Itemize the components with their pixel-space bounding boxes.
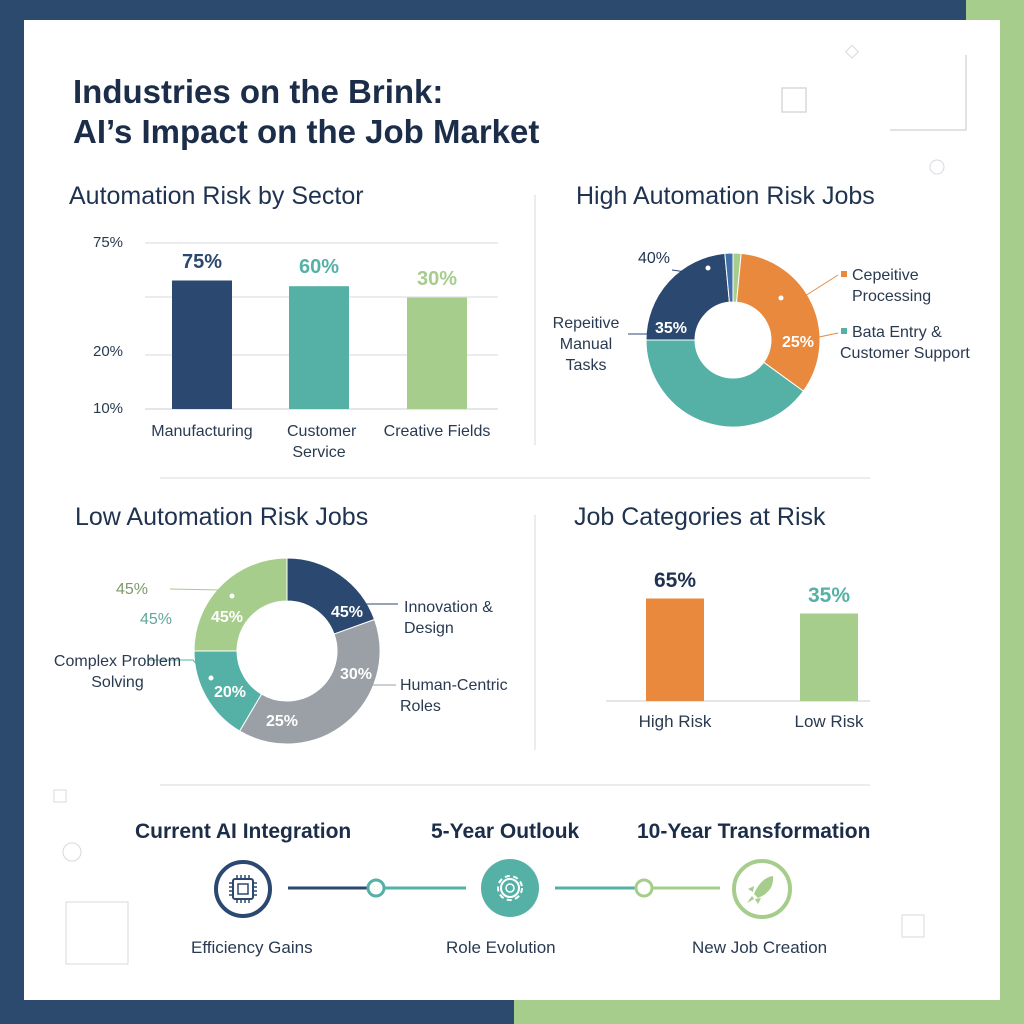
background-accent-bottom [514,1000,1024,1024]
legend-label: Human-Centric Roles [400,677,508,715]
timeline-label: Role Evolution [446,938,556,957]
bar [800,613,858,701]
timeline-label: Efficiency Gains [191,938,313,957]
decor-line [890,55,967,131]
donut-slice [193,557,288,652]
decor-square [53,789,67,803]
x-tick-label: High Risk [638,712,712,731]
gear-icon [481,859,539,917]
bar [172,280,232,409]
slice-label: 40% [638,250,671,267]
slice-label: 25% [782,334,815,351]
decor-diamond [844,44,860,59]
slice-label: 30% [340,666,373,683]
legend-label: Repeitive Manual Tasks [552,315,620,374]
leader-line [804,274,839,297]
x-tick-label: Low Risk [794,712,864,731]
timeline-label: New Job Creation [692,938,828,957]
x-tick-label: Manufacturing [151,423,253,440]
leader-line [148,659,201,669]
outer-label: 45% [116,581,149,598]
decor-square [901,914,925,938]
decor-circle [62,842,82,862]
page-title-line1: Industries on the Brink: [73,73,444,110]
chart2-title: High Automation Risk Jobs [576,182,875,210]
chart4-title: Job Categories at Risk [574,503,826,531]
decor-square [781,87,807,113]
slice-label: 20% [214,684,247,701]
bar [407,297,467,409]
data-label: 60% [298,256,340,279]
donut-slice [238,618,381,745]
data-label: 35% [807,583,851,607]
x-tick-label: Creative Fields [383,423,491,440]
slice-label: 45% [331,604,364,621]
data-label: 30% [416,267,458,290]
slice-label: 45% [211,609,244,626]
donut-slice [645,252,730,341]
y-tick: 75% [93,234,124,251]
decor-square [65,901,129,965]
x-tick-label: Customer Service [287,423,357,461]
y-tick: 10% [93,400,124,417]
chart1-title: Automation Risk by Sector [69,182,364,210]
donut-slice [724,252,734,303]
timeline-heading: 5-Year Outlouk [431,820,580,843]
leader-line [671,269,701,275]
chip-icon [214,860,272,918]
decor-circle [929,159,945,175]
legend-label: Innovation & Design [404,599,493,637]
marker-dot [208,675,214,681]
donut-slice [736,252,821,392]
bar [289,286,349,409]
outer-label: 45% [140,611,173,628]
rocket-icon [732,859,792,919]
marker-dot [229,593,235,599]
timeline-node [366,878,386,898]
legend-label: Cepeitive Processing [852,267,932,305]
slice-label: 25% [266,713,299,730]
timeline-heading: Current AI Integration [135,820,352,843]
y-tick: 20% [93,343,124,360]
timeline-heading: 10-Year Transformation [637,820,871,843]
legend-label: Bata Entry & Customer Support [840,324,970,362]
marker-dot [778,295,784,301]
infographic-card [24,20,1000,1000]
data-label: 65% [653,568,697,592]
leader-line [804,332,839,341]
data-label: 75% [181,250,223,273]
marker-dot [705,265,711,271]
legend-swatch [841,328,847,334]
legend-swatch [841,271,847,277]
legend-label: Complex Problem Solving [53,653,182,691]
timeline-node [634,878,654,898]
page-title-line2: AI’s Impact on the Job Market [73,113,540,150]
chart3-title: Low Automation Risk Jobs [75,503,369,531]
slice-label: 35% [655,320,688,337]
donut-slice [645,339,805,428]
bar [646,598,704,701]
leader-line [169,588,223,591]
